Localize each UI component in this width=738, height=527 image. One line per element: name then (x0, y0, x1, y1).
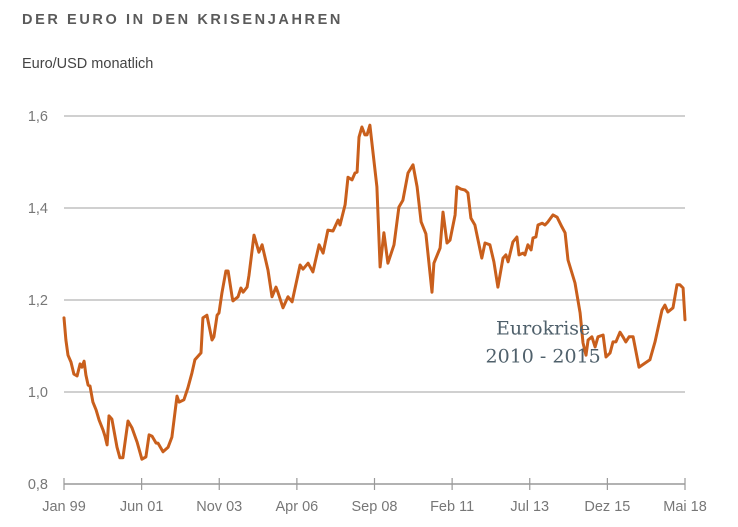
y-tick-label: 0,8 (28, 477, 48, 493)
chart-subtitle: Euro/USD monatlich (22, 56, 154, 72)
chart-title: DER EURO IN DEN KRISENJAHREN (22, 12, 343, 28)
y-tick-label: 1,6 (28, 109, 48, 125)
annotation-eurokrise-years: 2010 - 2015 (486, 345, 601, 367)
x-tick-label: Jun 01 (120, 499, 164, 515)
series-line-eurusd (62, 123, 687, 461)
gridlines (64, 115, 685, 393)
x-tick-label: Dez 15 (584, 499, 630, 515)
x-tick-label: Mai 18 (663, 499, 707, 515)
y-tick-label: 1,4 (28, 201, 48, 217)
x-tick-label: Sep 08 (352, 499, 398, 515)
x-tick-label: Apr 06 (276, 499, 319, 515)
x-axis: Jan 99 Jun 01 Nov 03 Apr 06 Sep 08 Feb 11 Jul … (42, 478, 707, 515)
y-tick-label: 1,0 (28, 385, 48, 401)
x-tick-label: Nov 03 (196, 499, 242, 515)
y-axis: 0,8 1,0 1,2 1,4 1,6 (28, 109, 48, 493)
y-tick-label: 1,2 (28, 293, 48, 309)
x-tick-label: Jan 99 (42, 499, 86, 515)
x-tick-label: Feb 11 (430, 499, 474, 515)
x-tick-label: Jul 13 (510, 499, 549, 515)
annotation-eurokrise: Eurokrise (496, 317, 590, 339)
